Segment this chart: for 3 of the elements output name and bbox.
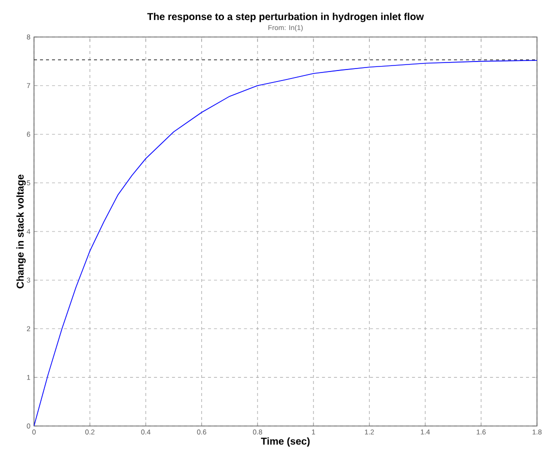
x-axis-title: Time (sec)	[260, 437, 310, 447]
y-axis-title: Change in stack voltage	[16, 174, 26, 288]
chart-title: The response to a step perturbation in hydrogen inlet flow	[147, 12, 424, 22]
